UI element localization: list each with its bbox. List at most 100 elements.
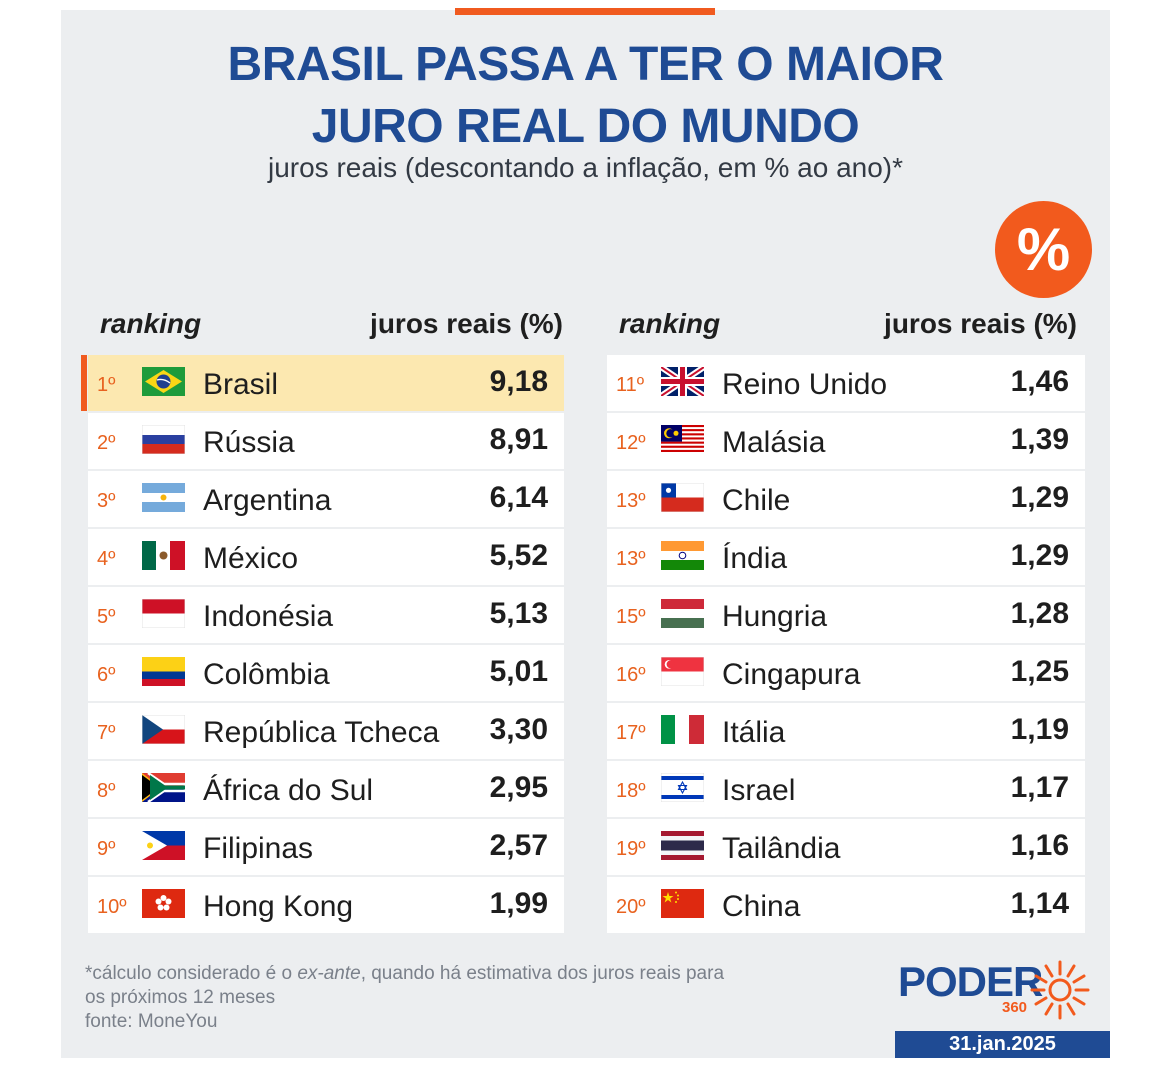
rate-value: 1,39 (1010, 423, 1069, 456)
rate-header: juros reais (%) (884, 308, 1077, 339)
rate-value: 1,17 (1010, 771, 1069, 804)
rank-label: 15º (616, 606, 646, 628)
table-row: 20º China 1,14 (607, 877, 1085, 933)
rate-value: 2,57 (489, 829, 548, 862)
ranking-header: ranking (619, 308, 721, 339)
country-name: República Tcheca (203, 716, 440, 749)
ranking-header: ranking (100, 308, 202, 339)
source-line: fonte: MoneYou (85, 1011, 218, 1032)
rate-value: 1,16 (1010, 829, 1069, 862)
rate-value: 3,30 (489, 713, 548, 746)
footnote-text-end: , quando há estimativa dos juros reais p… (360, 963, 725, 984)
country-name: Indonésia (203, 600, 334, 633)
rate-value: 9,18 (489, 365, 548, 398)
country-name: Chile (722, 484, 791, 517)
poder360-logo: PODER 360 (898, 958, 1098, 1020)
czech-flag-icon (142, 715, 185, 744)
footnote-line-1: *cálculo considerado é o ex-ante, quando… (85, 962, 724, 986)
top-accent-bar (455, 8, 715, 15)
philippines-flag-icon (142, 831, 185, 860)
table-row: 4º México 5,52 (88, 529, 564, 585)
table-row: 13º Chile 1,29 (607, 471, 1085, 527)
country-name: Argentina (203, 484, 332, 517)
table-row: 10º Hong Kong 1,99 (88, 877, 564, 933)
rate-value: 1,29 (1010, 539, 1069, 572)
rate-value: 1,99 (489, 887, 548, 920)
country-name: Itália (722, 716, 786, 749)
rank-label: 2º (97, 432, 116, 454)
country-name: Israel (722, 774, 796, 807)
table-row: 5º Indonésia 5,13 (88, 587, 564, 643)
brazil-flag-icon (142, 367, 185, 396)
argentina-flag-icon (142, 483, 185, 512)
table-row: 7º República Tcheca 3,30 (88, 703, 564, 759)
date-label: 31.jan.2025 (895, 1031, 1110, 1058)
italy-flag-icon (661, 715, 704, 744)
country-name: Hong Kong (203, 890, 354, 923)
table-row: 17º Itália 1,19 (607, 703, 1085, 759)
rank-label: 13º (616, 490, 646, 512)
hungary-flag-icon (661, 599, 704, 628)
rank-label: 7º (97, 722, 116, 744)
uk-flag-icon (661, 367, 704, 396)
country-name: México (203, 542, 299, 575)
rate-value: 1,19 (1010, 713, 1069, 746)
ranking-table-right: 11º Reino Unido 1,46 12º Malásia 1,39 13… (607, 355, 1085, 935)
country-name: Hungria (722, 600, 828, 633)
india-flag-icon (661, 541, 704, 570)
table-row: 13º Índia 1,29 (607, 529, 1085, 585)
rank-label: 5º (97, 606, 116, 628)
table-row: 15º Hungria 1,28 (607, 587, 1085, 643)
singapore-flag-icon (661, 657, 704, 686)
sunburst-icon (1030, 960, 1090, 1020)
rate-value: 8,91 (489, 423, 548, 456)
rank-label: 3º (97, 490, 116, 512)
rate-header: juros reais (%) (370, 308, 563, 339)
rank-label: 4º (97, 548, 116, 570)
country-name: África do Sul (203, 774, 374, 807)
table-row: 11º Reino Unido 1,46 (607, 355, 1085, 411)
rank-label: 20º (616, 896, 646, 918)
rank-label: 9º (97, 838, 116, 860)
rank-label: 18º (616, 780, 646, 802)
table-row: 3º Argentina 6,14 (88, 471, 564, 527)
rate-value: 2,95 (489, 771, 548, 804)
colombia-flag-icon (142, 657, 185, 686)
percent-badge-icon: % (995, 201, 1092, 298)
malaysia-flag-icon (661, 425, 704, 454)
chile-flag-icon (661, 483, 704, 512)
table-row: 6º Colômbia 5,01 (88, 645, 564, 701)
country-name: Malásia (722, 426, 826, 459)
country-name: Brasil (203, 368, 279, 401)
logo-number: 360 (1002, 999, 1028, 1016)
ranking-table-left: 1º Brasil 9,18 2º Rússia 8,91 3º Argenti… (81, 355, 564, 935)
footnote-text: *cálculo considerado é o (85, 963, 298, 984)
subtitle: juros reais (descontando a inflação, em … (267, 152, 904, 183)
logo-wordmark: PODER (898, 958, 1043, 1005)
israel-flag-icon (661, 773, 704, 802)
title-line-2: JURO REAL DO MUNDO (311, 100, 860, 153)
table-row: 18º Israel 1,17 (607, 761, 1085, 817)
country-name: Índia (722, 542, 788, 575)
country-name: China (722, 890, 801, 923)
rate-value: 5,01 (489, 655, 548, 688)
hong-kong-flag-icon (142, 889, 185, 918)
rank-label: 19º (616, 838, 646, 860)
russia-flag-icon (142, 425, 185, 454)
rank-label: 8º (97, 780, 116, 802)
rank-label: 10º (97, 896, 127, 918)
rate-value: 6,14 (489, 481, 548, 514)
rate-value: 1,29 (1010, 481, 1069, 514)
indonesia-flag-icon (142, 599, 185, 628)
table-row: 9º Filipinas 2,57 (88, 819, 564, 875)
table-row: 1º Brasil 9,18 (81, 355, 564, 411)
rank-label: 17º (616, 722, 646, 744)
table-row: 2º Rússia 8,91 (88, 413, 564, 469)
country-name: Tailândia (722, 832, 841, 865)
country-name: Colômbia (203, 658, 330, 691)
rate-value: 1,46 (1010, 365, 1069, 398)
table-row: 8º África do Sul 2,95 (88, 761, 564, 817)
mexico-flag-icon (142, 541, 185, 570)
table-row: 12º Malásia 1,39 (607, 413, 1085, 469)
right-column-header: ranking juros reais (%) (619, 308, 1077, 348)
